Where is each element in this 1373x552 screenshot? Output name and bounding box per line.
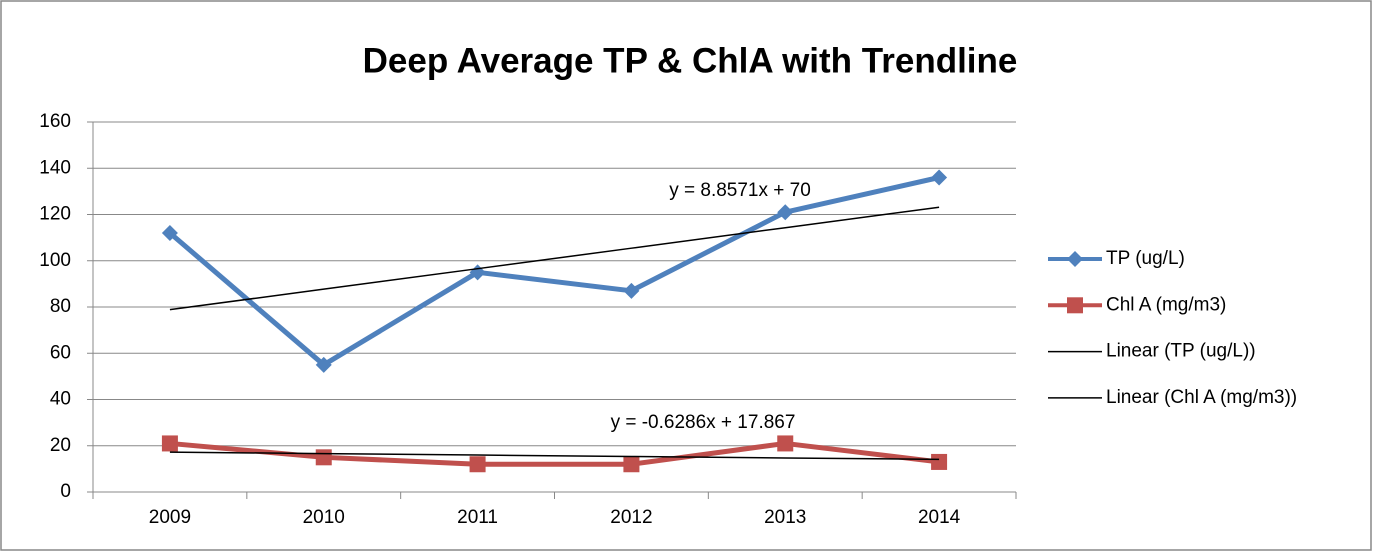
marker	[777, 204, 794, 221]
y-tick-label: 80	[50, 296, 71, 317]
marker	[931, 453, 948, 470]
legend-marker	[1067, 297, 1083, 314]
y-tick-label: 160	[39, 111, 71, 132]
marker	[623, 456, 640, 473]
marker	[931, 169, 948, 186]
x-tick-label: 2014	[918, 507, 961, 528]
x-tick-label: 2009	[149, 507, 191, 528]
y-tick-label: 40	[50, 389, 71, 410]
trend-equation: y = -0.6286x + 17.867	[611, 412, 796, 433]
x-tick-label: 2013	[764, 507, 806, 528]
legend-label: Linear (Chl A (mg/m3))	[1106, 387, 1297, 408]
y-tick-label: 140	[39, 157, 71, 178]
legend-label: Linear (TP (ug/L))	[1106, 341, 1256, 362]
marker	[161, 435, 178, 452]
series-line	[168, 175, 940, 368]
legend-label: Chl A (mg/m3)	[1106, 294, 1226, 315]
marker	[623, 282, 640, 299]
y-tick-label: 0	[60, 481, 71, 502]
marker	[161, 225, 178, 241]
y-tick-label: 120	[39, 204, 71, 225]
y-tick-label: 20	[50, 435, 71, 456]
y-tick-label: 100	[39, 250, 71, 271]
y-tick-label: 60	[50, 342, 71, 363]
trendline	[169, 206, 940, 311]
trend-equation: y = 8.8571x + 70	[669, 180, 811, 201]
legend-label: TP (ug/L)	[1106, 248, 1185, 269]
marker	[777, 435, 794, 452]
marker	[469, 456, 486, 473]
series-line	[169, 440, 940, 467]
trendline	[169, 451, 940, 461]
legend-marker	[1067, 251, 1083, 267]
marker	[315, 449, 332, 466]
chart-title: Deep Average TP & ChlA with Trendline	[363, 41, 1018, 80]
x-tick-label: 2010	[303, 507, 345, 528]
x-tick-label: 2012	[610, 507, 652, 528]
x-tick-label: 2011	[457, 507, 498, 528]
marker	[315, 356, 332, 373]
